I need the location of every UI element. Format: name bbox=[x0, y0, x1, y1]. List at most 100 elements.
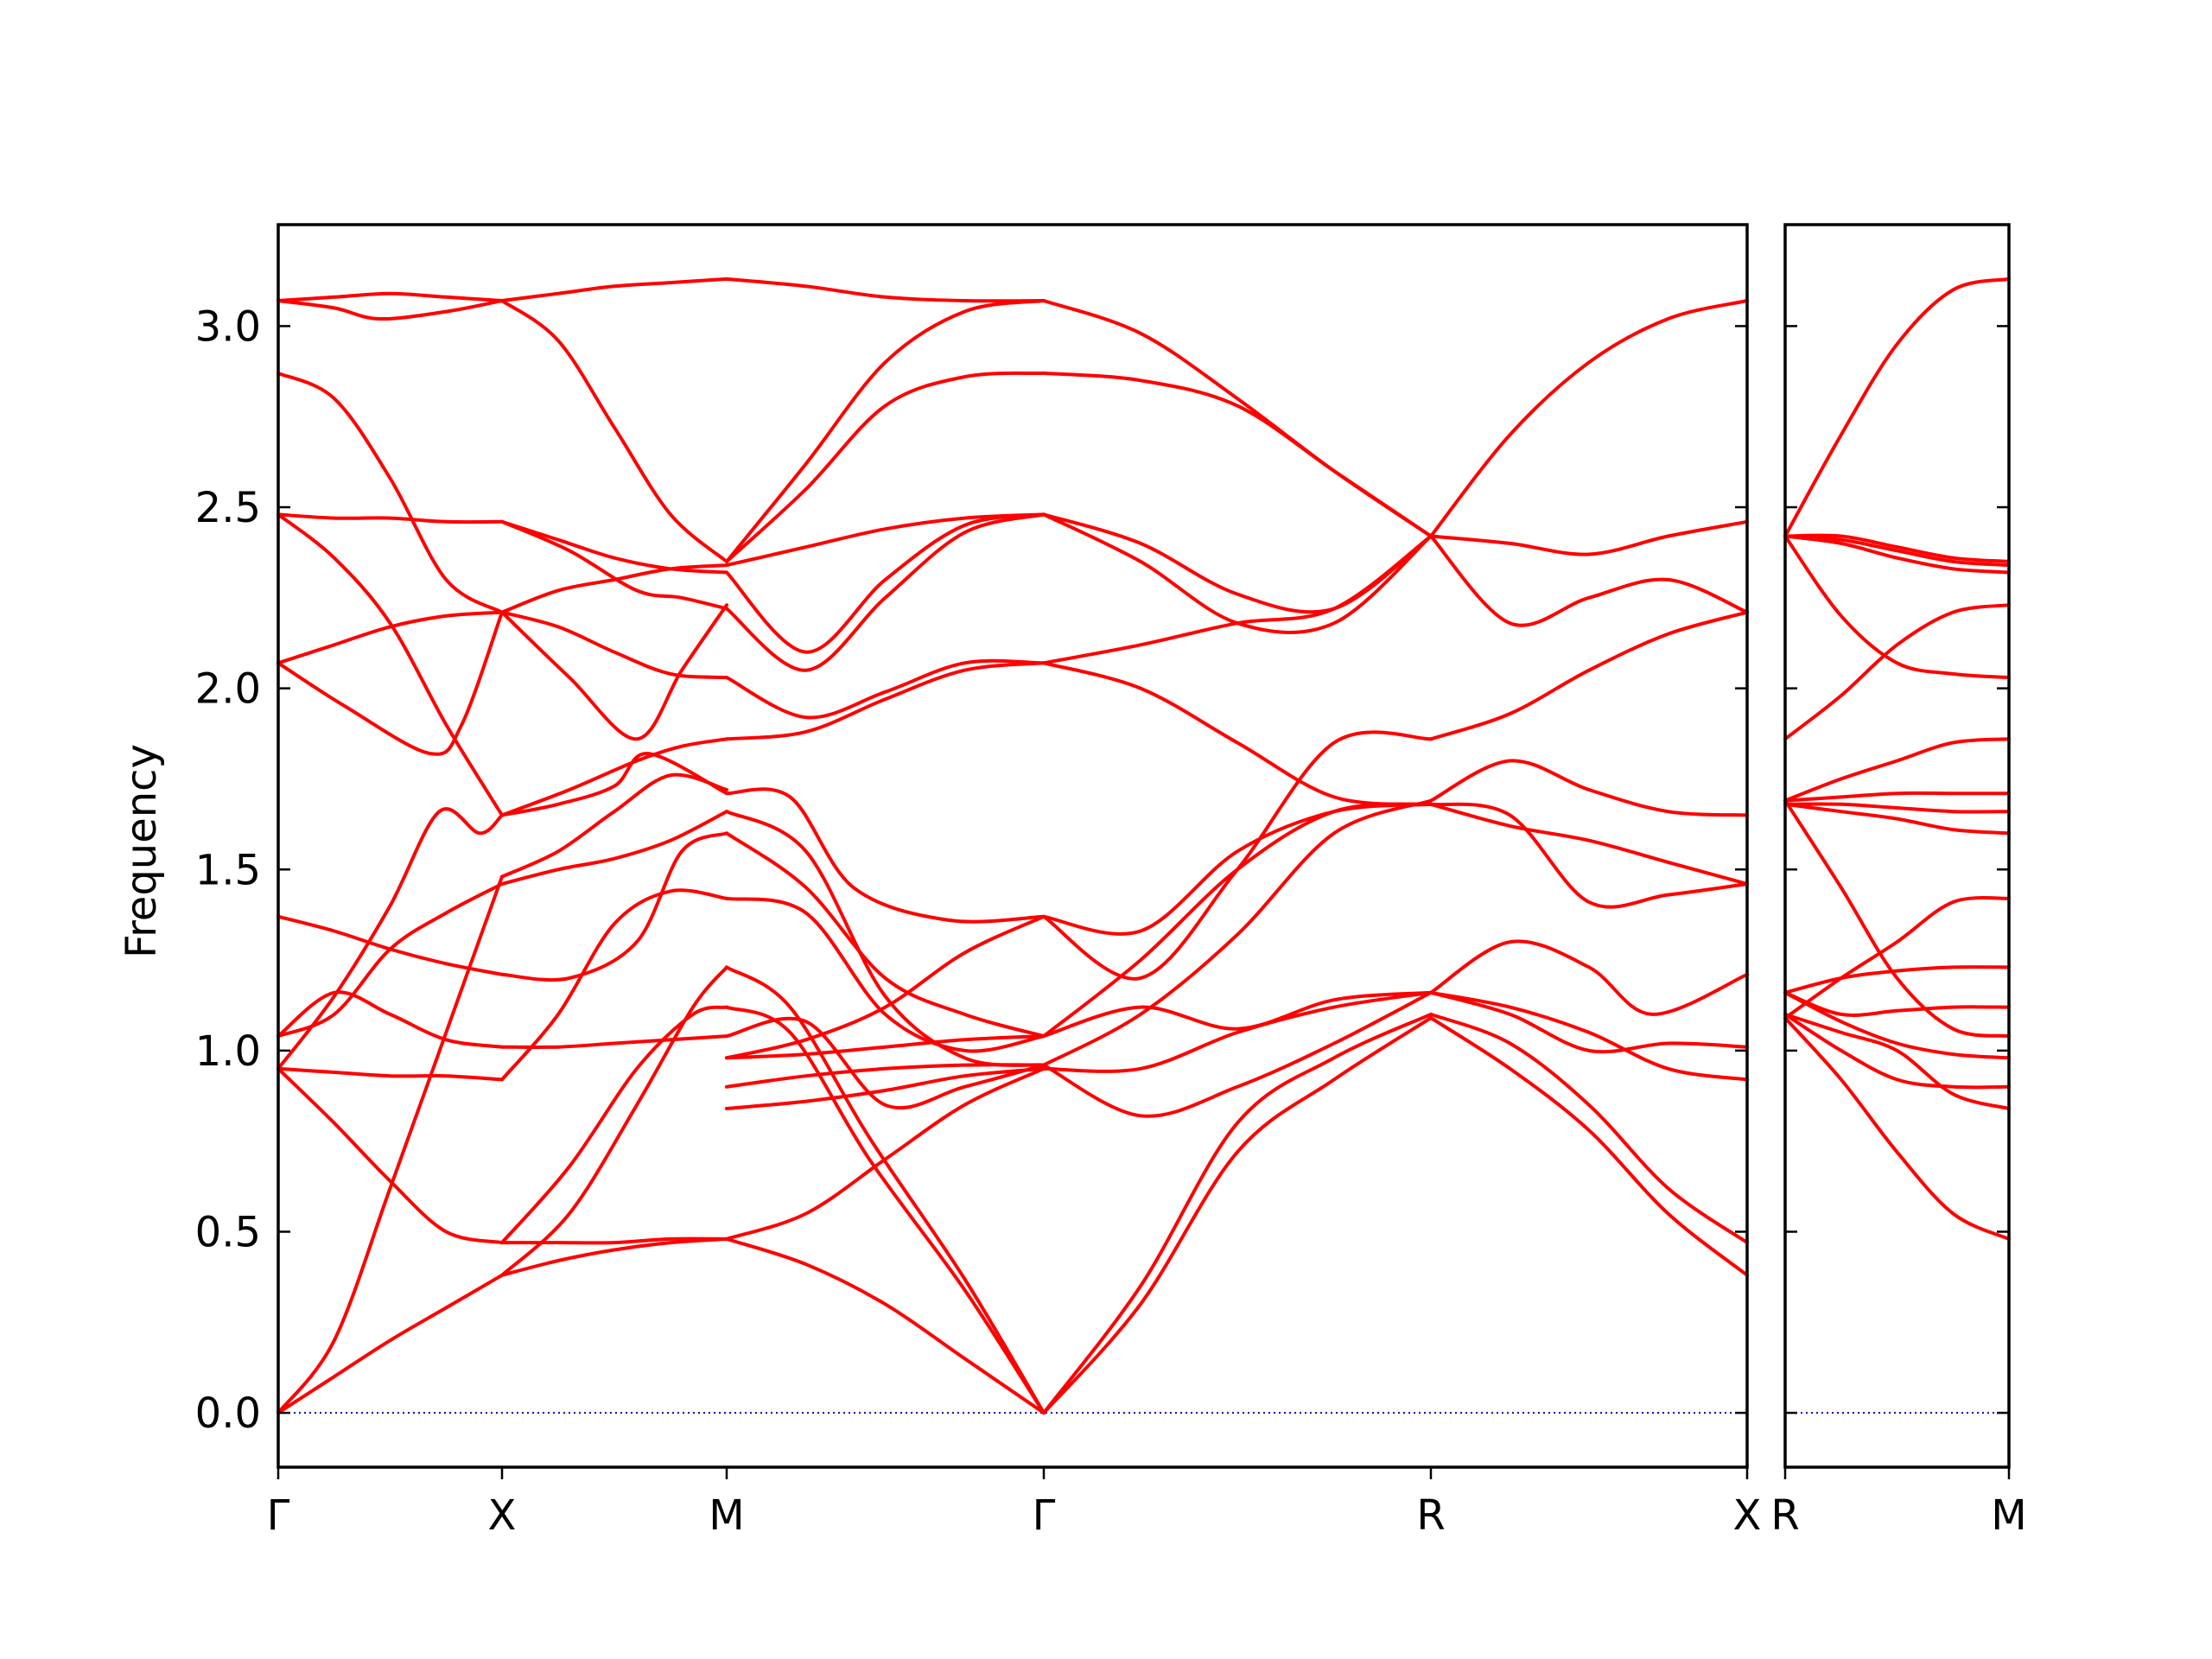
band-line bbox=[276, 874, 504, 1415]
frames-layer bbox=[276, 223, 2011, 1469]
band-line bbox=[276, 1273, 504, 1415]
band-line bbox=[276, 291, 504, 302]
band-line bbox=[725, 512, 1046, 654]
band-line bbox=[1042, 990, 1433, 1118]
band-line bbox=[1429, 939, 1749, 1016]
band-line bbox=[1783, 791, 2011, 803]
band-line bbox=[1783, 1012, 2011, 1110]
band-line bbox=[725, 914, 1046, 1060]
band-line bbox=[276, 299, 504, 321]
y-tick-label: 1.5 bbox=[195, 846, 261, 894]
band-line bbox=[1042, 730, 1433, 981]
band-line bbox=[1783, 1016, 2011, 1241]
band-line bbox=[1783, 1012, 2011, 1090]
ticks-layer bbox=[276, 325, 2011, 1479]
band-line bbox=[500, 737, 728, 817]
x-tick-label: M bbox=[709, 1491, 744, 1540]
band-line bbox=[500, 299, 728, 563]
y-tick-label: 1.0 bbox=[195, 1027, 261, 1076]
band-line bbox=[276, 914, 504, 976]
band-line bbox=[725, 831, 1046, 1039]
band-line bbox=[276, 1066, 504, 1082]
y-axis-label: Frequency bbox=[118, 744, 166, 958]
band-line bbox=[725, 1066, 1046, 1241]
band-line bbox=[725, 658, 1046, 720]
band-line bbox=[1042, 990, 1433, 1073]
band-line bbox=[1429, 1016, 1749, 1277]
y-tick-label: 0.5 bbox=[195, 1208, 261, 1256]
band-line bbox=[1783, 534, 2011, 575]
band-line bbox=[1783, 534, 2011, 680]
band-line bbox=[1429, 1012, 1749, 1245]
band-line bbox=[725, 810, 1046, 1067]
band-line bbox=[1429, 990, 1749, 1054]
band-line bbox=[1429, 759, 1749, 817]
band-line bbox=[1429, 610, 1749, 741]
band-line bbox=[1783, 990, 2011, 1017]
band-line bbox=[500, 1034, 728, 1050]
band-line bbox=[725, 512, 1046, 672]
band-line bbox=[1042, 512, 1433, 634]
band-line bbox=[725, 1066, 1046, 1110]
x-tick-label: R bbox=[1416, 1491, 1445, 1540]
band-line bbox=[725, 1005, 1046, 1415]
band-line bbox=[500, 772, 728, 879]
band-line bbox=[1783, 533, 2011, 563]
y-tick-label: 2.5 bbox=[195, 484, 261, 532]
band-line bbox=[1429, 990, 1749, 1082]
band-line bbox=[1783, 965, 2011, 995]
band-line bbox=[1783, 896, 2011, 1020]
band-line bbox=[1042, 1012, 1433, 1415]
band-line bbox=[1429, 519, 1749, 556]
band-line bbox=[1042, 798, 1433, 1067]
band-line bbox=[500, 888, 728, 1082]
x-tick-label: X bbox=[1733, 1491, 1762, 1540]
band-line bbox=[1429, 802, 1749, 886]
band-line bbox=[1429, 299, 1749, 538]
labels-layer: Γ X M Γ R X R M0.00.51.01.52.02.53.0 bbox=[195, 302, 2027, 1540]
band-line bbox=[725, 1034, 1046, 1060]
band-line bbox=[725, 299, 1046, 563]
band-line bbox=[1783, 737, 2011, 803]
band-line bbox=[276, 610, 504, 756]
band-line bbox=[500, 1236, 728, 1277]
band-line bbox=[1042, 990, 1433, 1039]
band-line bbox=[725, 1063, 1046, 1089]
x-tick-label: M bbox=[1991, 1491, 2026, 1540]
band-line bbox=[725, 512, 1046, 568]
bands-layer bbox=[276, 276, 2011, 1415]
band-line bbox=[500, 810, 728, 886]
plot-frame bbox=[1783, 223, 2011, 1469]
x-tick-label: Γ bbox=[267, 1491, 290, 1540]
band-line bbox=[500, 519, 728, 575]
band-line bbox=[500, 752, 728, 817]
band-line bbox=[276, 807, 504, 1071]
y-tick-label: 2.0 bbox=[195, 665, 261, 714]
band-line bbox=[1783, 276, 2011, 538]
plot-frame bbox=[276, 223, 1749, 1469]
band-line bbox=[276, 512, 504, 524]
band-line bbox=[500, 519, 728, 611]
band-line bbox=[1783, 990, 2011, 1060]
y-tick-label: 3.0 bbox=[195, 302, 261, 351]
band-line bbox=[276, 610, 504, 665]
band-line bbox=[500, 276, 728, 302]
band-line bbox=[1042, 1016, 1433, 1415]
band-line bbox=[725, 276, 1046, 303]
band-line bbox=[1783, 802, 2011, 836]
band-line bbox=[725, 661, 1046, 741]
band-line bbox=[725, 896, 1046, 1053]
y-tick-label: 0.0 bbox=[195, 1389, 261, 1438]
band-line bbox=[725, 1236, 1046, 1415]
band-line bbox=[500, 831, 728, 982]
band-line bbox=[276, 1066, 504, 1245]
band-line bbox=[725, 371, 1046, 563]
band-line bbox=[276, 990, 504, 1049]
band-line bbox=[500, 603, 728, 741]
band-line bbox=[1429, 802, 1749, 909]
band-line bbox=[500, 1005, 728, 1245]
band-line bbox=[725, 1016, 1046, 1110]
band-line bbox=[1042, 299, 1433, 538]
band-line bbox=[1783, 534, 2011, 568]
